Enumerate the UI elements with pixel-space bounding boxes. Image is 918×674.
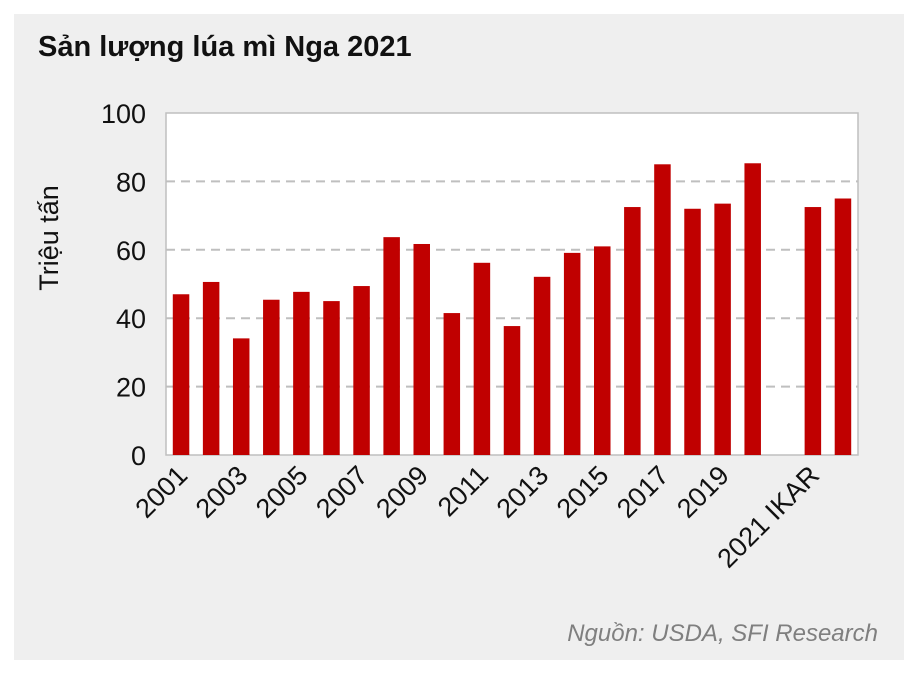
- bar: [563, 252, 581, 455]
- x-tick-labels: 2001200320052007200920112013201520172019…: [130, 460, 826, 574]
- bar: [353, 286, 370, 455]
- bar: [594, 246, 611, 455]
- bar: [684, 208, 701, 455]
- bar: [744, 163, 761, 456]
- bar: [413, 243, 430, 455]
- y-tick-label: 100: [101, 99, 146, 129]
- bar: [443, 313, 461, 455]
- bar: [202, 281, 220, 455]
- y-tick-label: 40: [116, 304, 146, 334]
- x-tick-label: 2007: [310, 460, 374, 524]
- bar: [624, 207, 641, 455]
- bar: [172, 294, 190, 455]
- x-tick-label: 2013: [491, 460, 555, 524]
- bar: [383, 237, 400, 455]
- y-tick-label: 60: [116, 236, 146, 266]
- bar: [503, 326, 521, 455]
- x-tick-label: 2005: [250, 460, 314, 524]
- chart-title: Sản lượng lúa mì Nga 2021: [38, 31, 412, 63]
- source-note: Nguồn: USDA, SFI Research: [567, 620, 878, 647]
- y-tick-labels: 0 20 40 60 80 100: [101, 99, 146, 471]
- x-tick-label: 2009: [370, 460, 434, 524]
- bar: [804, 207, 822, 455]
- bar: [293, 291, 310, 455]
- y-tick-label: 0: [131, 441, 146, 471]
- bar: [654, 164, 671, 456]
- bar: [263, 299, 280, 455]
- bar: [714, 203, 731, 455]
- bar: [473, 262, 491, 455]
- y-axis-label: Triệu tấn: [34, 185, 64, 291]
- y-tick-label: 20: [116, 373, 146, 403]
- y-tick-label: 80: [116, 167, 146, 197]
- x-tick-label: 2019: [671, 460, 735, 524]
- x-tick-label: 2011: [432, 460, 494, 522]
- bar: [834, 198, 852, 455]
- bar: [232, 338, 250, 455]
- bars: [172, 163, 852, 456]
- bar: [323, 301, 340, 455]
- x-tick-label: 2003: [190, 460, 254, 524]
- bar: [533, 276, 551, 455]
- x-tick-label: 2015: [551, 460, 615, 524]
- x-tick-label: 2017: [611, 460, 675, 524]
